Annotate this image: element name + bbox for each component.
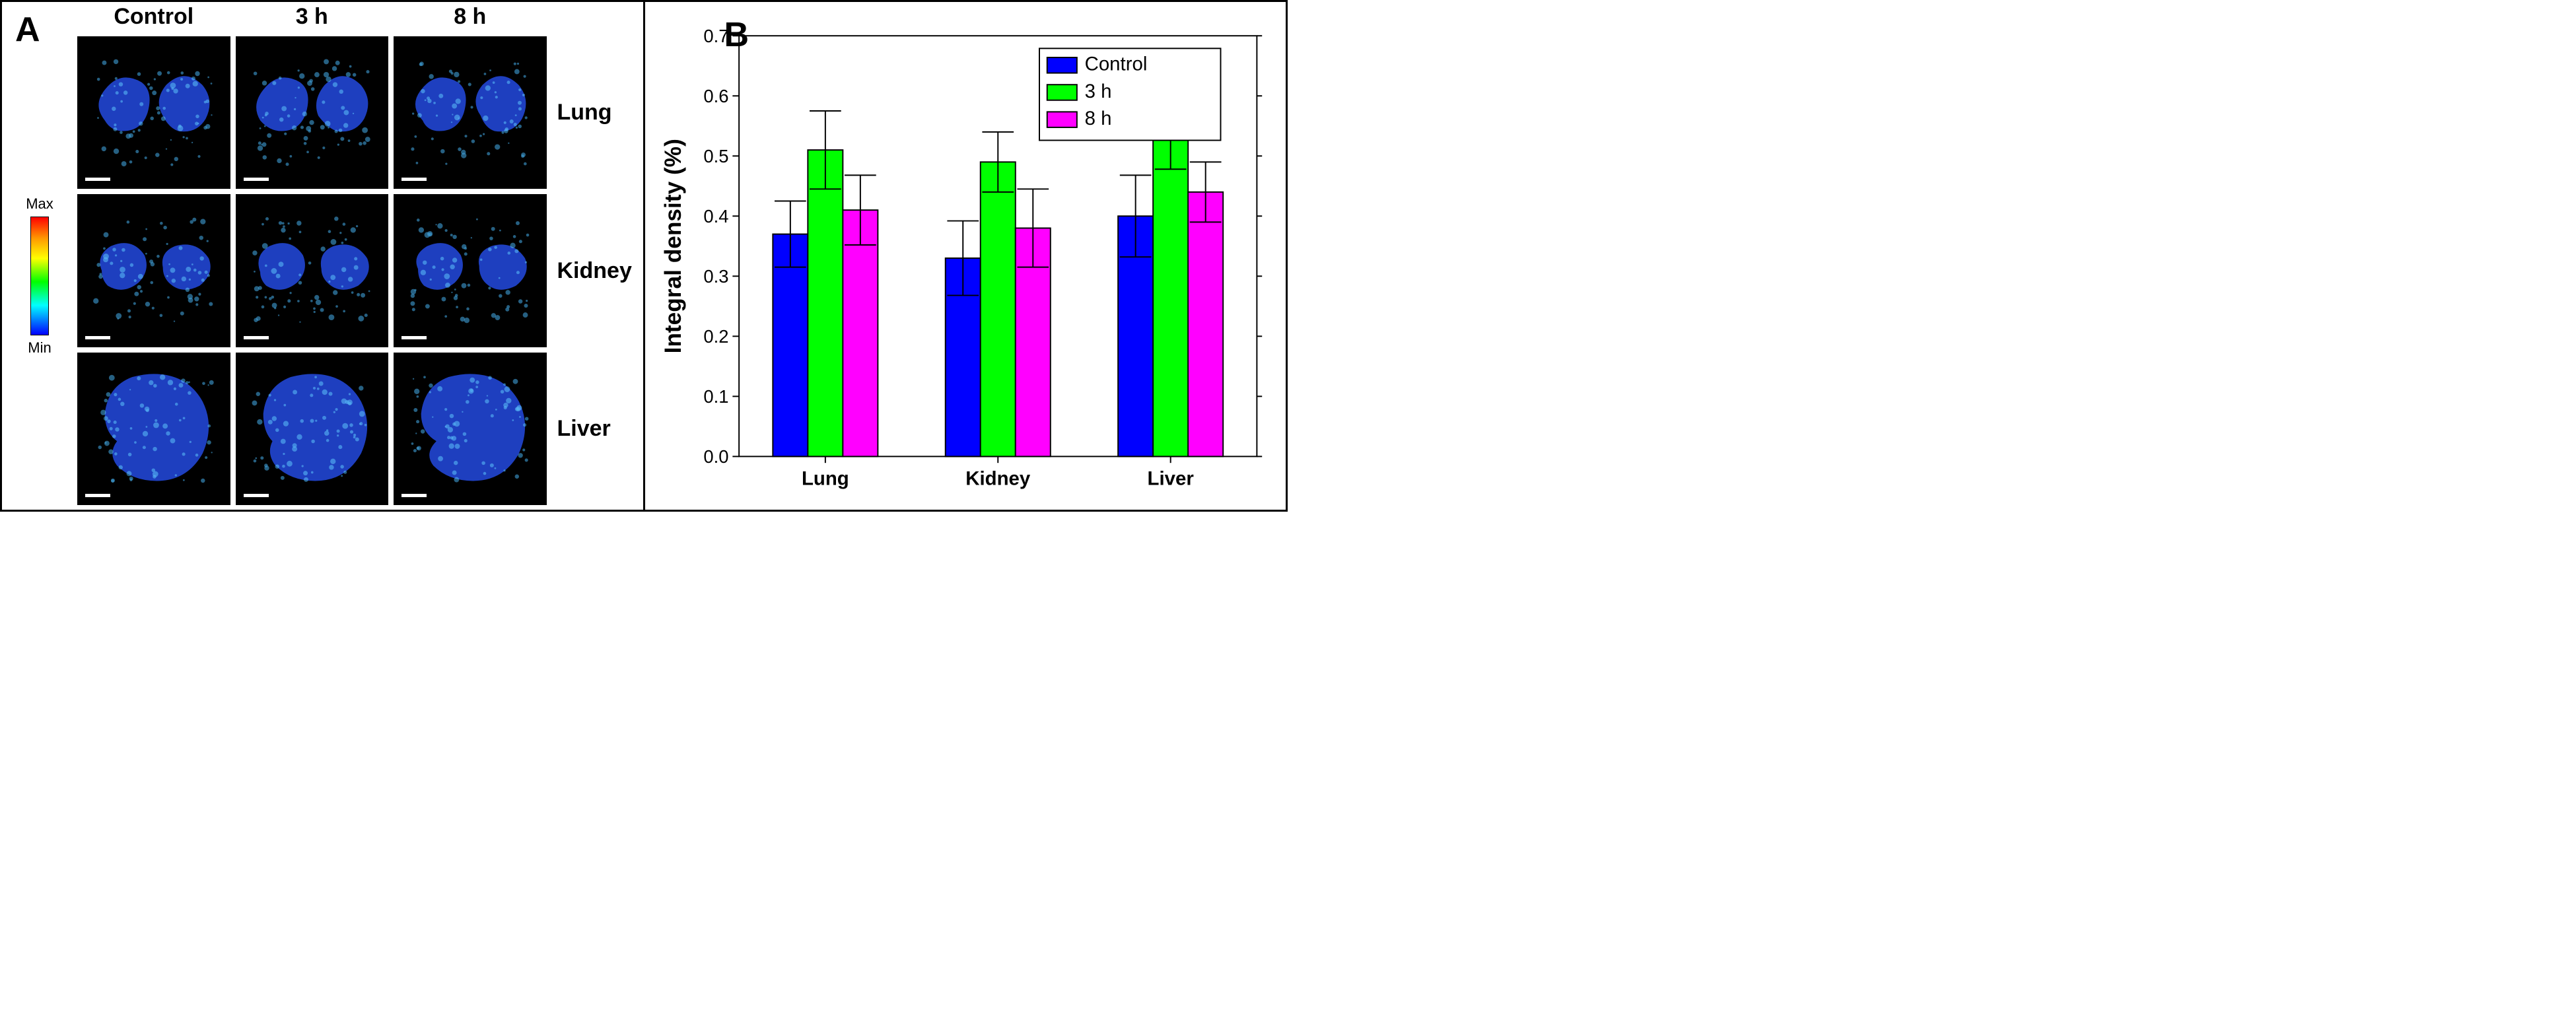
- col-header: Control: [75, 4, 233, 30]
- image-cell: [76, 35, 232, 191]
- xcat-label: Kidney: [965, 468, 1031, 490]
- colorbar-max-label: Max: [26, 195, 53, 213]
- xcat-label: Lung: [801, 468, 849, 490]
- legend-swatch: [1047, 85, 1076, 100]
- ytick-label: 0.4: [703, 206, 728, 226]
- row-label: Kidney: [549, 258, 635, 284]
- panel-a-label: A: [15, 10, 40, 50]
- colorbar-min-label: Min: [28, 339, 51, 357]
- image-cell: [392, 351, 548, 507]
- image-cell: [392, 193, 548, 349]
- image-cell: [234, 35, 390, 191]
- panel-b-content: 0.00.10.20.30.40.50.60.7Integral density…: [653, 10, 1278, 502]
- col-header: 3 h: [233, 4, 392, 30]
- ytick-label: 0.1: [703, 386, 728, 407]
- bar: [808, 150, 843, 456]
- row-label: Liver: [549, 416, 635, 442]
- y-axis-label: Integral density (%): [660, 139, 685, 353]
- bar-chart: 0.00.10.20.30.40.50.60.7Integral density…: [653, 10, 1278, 502]
- image-cell: [392, 35, 548, 191]
- bar: [1188, 192, 1223, 457]
- ytick-label: 0.5: [703, 146, 728, 166]
- scalebar: [85, 494, 110, 497]
- scalebar: [401, 336, 427, 339]
- image-cell: [76, 351, 232, 507]
- legend-label: Control: [1084, 53, 1147, 75]
- image-rows: Lung Kidney Liver: [75, 34, 635, 508]
- row-label: Lung: [549, 100, 635, 125]
- legend-swatch: [1047, 112, 1076, 127]
- image-row: Liver: [75, 350, 635, 508]
- bar: [980, 162, 1015, 456]
- ytick-label: 0.6: [703, 86, 728, 106]
- scalebar: [244, 494, 269, 497]
- scalebar: [244, 336, 269, 339]
- scalebar: [85, 178, 110, 181]
- ytick-label: 0.0: [703, 446, 728, 467]
- panel-b: B 0.00.10.20.30.40.50.60.7Integral densi…: [645, 2, 1286, 510]
- image-cell: [234, 351, 390, 507]
- scalebar: [85, 336, 110, 339]
- image-cell: [234, 193, 390, 349]
- scalebar: [244, 178, 269, 181]
- image-grid-block: Control3 h8 h Lung Kidney Liver: [75, 4, 635, 508]
- bar: [843, 210, 878, 456]
- figure-container: A Max Min Control3 h8 h LungKidneyLiver …: [0, 0, 1288, 512]
- panel-a-content: Max Min Control3 h8 h LungKidneyLiver: [10, 10, 635, 502]
- legend-label: 3 h: [1084, 81, 1111, 102]
- ytick-label: 0.3: [703, 266, 728, 287]
- scalebar: [401, 178, 427, 181]
- colorbar-block: Max Min: [10, 191, 69, 360]
- bar: [1153, 132, 1188, 457]
- colorbar: [30, 217, 49, 335]
- legend-label: 8 h: [1084, 108, 1111, 129]
- col-headers: Control3 h8 h: [75, 4, 635, 34]
- image-cell: [76, 193, 232, 349]
- legend-swatch: [1047, 57, 1076, 73]
- panel-b-label: B: [724, 15, 749, 55]
- image-row: Kidney: [75, 191, 635, 350]
- panel-a: A Max Min Control3 h8 h Lung Kidney Liver: [2, 2, 645, 510]
- col-header: 8 h: [391, 4, 549, 30]
- xcat-label: Liver: [1147, 468, 1193, 490]
- ytick-label: 0.2: [703, 326, 728, 347]
- scalebar: [401, 494, 427, 497]
- image-row: Lung: [75, 34, 635, 192]
